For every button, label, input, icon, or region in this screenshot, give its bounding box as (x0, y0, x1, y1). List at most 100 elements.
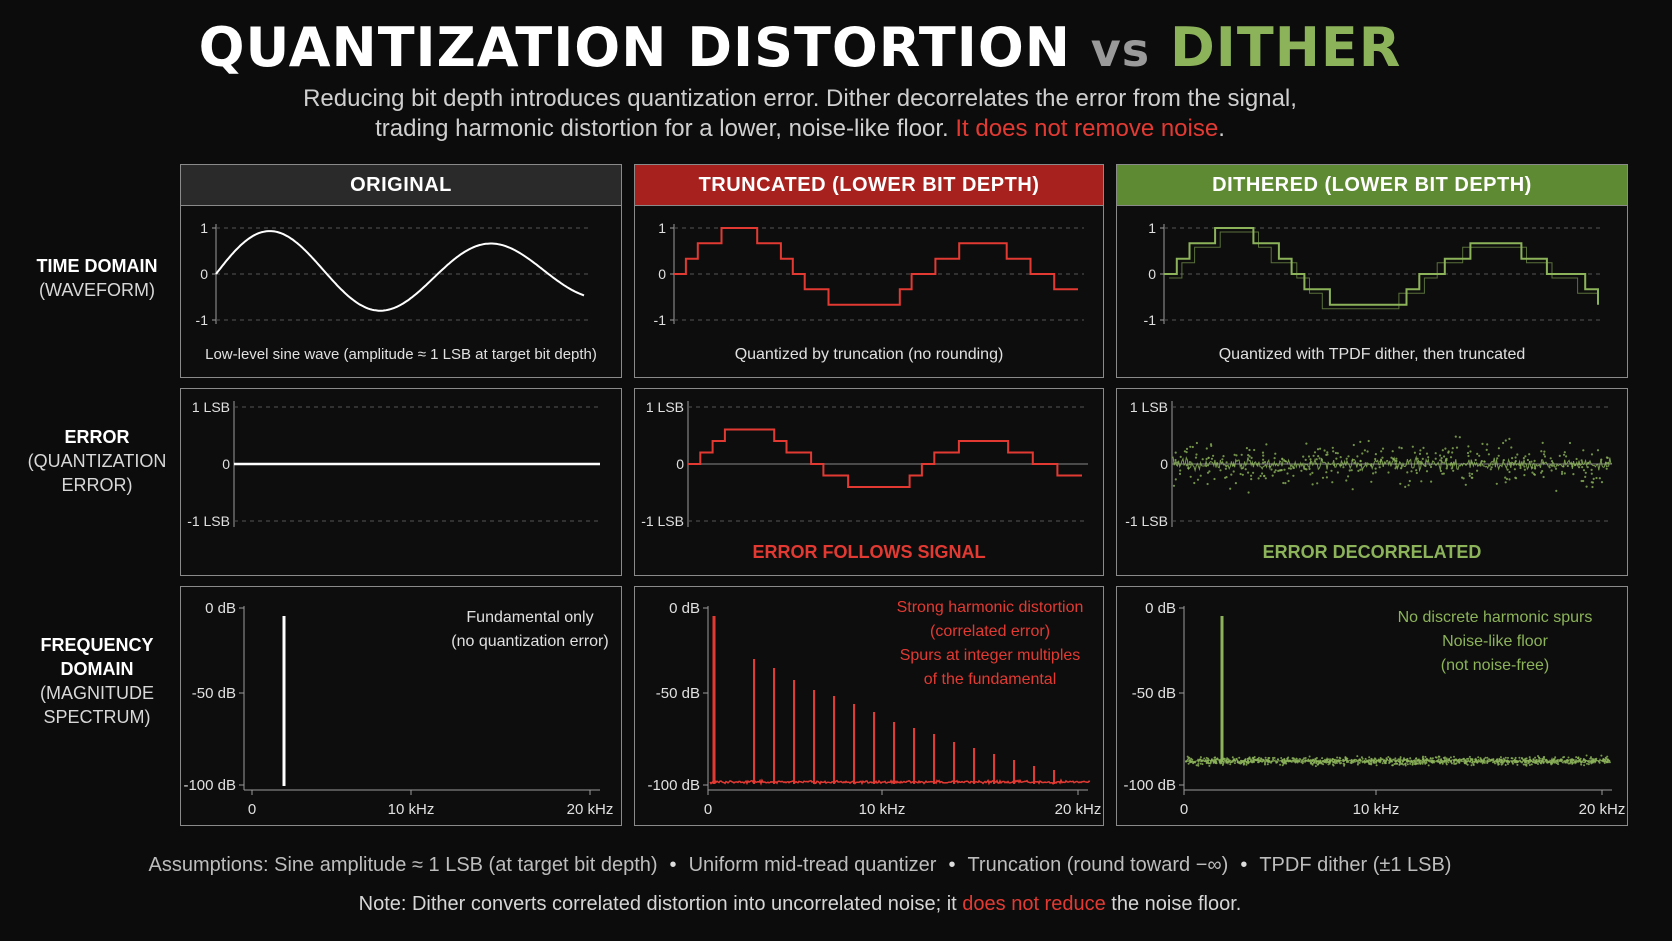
noise-point (1534, 756, 1537, 759)
noise-point (1467, 757, 1470, 760)
noise-point (1232, 464, 1235, 467)
noise-point (1541, 441, 1544, 444)
noise-point (1499, 756, 1502, 759)
noise-point (1590, 453, 1594, 456)
panel-frequency-dithered (1116, 586, 1628, 826)
noise-point (1424, 755, 1427, 758)
noise-point (1555, 489, 1558, 492)
noise-point (1332, 764, 1335, 767)
noise-point (1189, 445, 1192, 448)
noise-point (1241, 473, 1244, 476)
x-tick-label: 0 (704, 801, 712, 818)
noise-point (1188, 463, 1191, 466)
noise-point (1587, 461, 1590, 464)
noise-point (1342, 758, 1345, 761)
noise-point (1380, 458, 1383, 461)
y-tick-label: 0 (200, 266, 208, 282)
noise-point (1441, 449, 1444, 452)
noise-point (1505, 477, 1508, 481)
noise-point (1554, 756, 1557, 759)
noise-point (1450, 762, 1453, 765)
noise-point (1361, 452, 1364, 455)
noise-point (1361, 757, 1364, 760)
noise-point (1429, 465, 1433, 469)
panel-error-truncated (634, 388, 1104, 576)
noise-point (1578, 466, 1581, 469)
noise-point (1584, 471, 1587, 474)
noise-point (1210, 444, 1213, 447)
noise-point (1185, 451, 1188, 454)
y-tick-label: -50 dB (656, 685, 700, 702)
noise-point (1273, 457, 1276, 460)
noise-point (1434, 452, 1437, 455)
noise-point (1187, 467, 1190, 470)
noise-point (1206, 482, 1209, 486)
noise-point (1286, 757, 1289, 760)
noise-point (1352, 443, 1355, 447)
noise-point (1206, 471, 1210, 474)
noise-point (1303, 757, 1306, 760)
noise-point (1502, 441, 1505, 445)
x-tick-label: 20 kHz (1055, 801, 1102, 818)
x-tick-label: 0 (248, 801, 256, 818)
noise-point (1370, 480, 1373, 483)
noise-point (1514, 456, 1517, 459)
noise-point (1317, 455, 1320, 458)
noise-point (1416, 457, 1419, 460)
noise-point (1264, 756, 1267, 759)
y-tick-label: -100 dB (647, 777, 700, 794)
row-label-time: TIME DOMAIN (WAVEFORM) (36, 256, 158, 300)
error-plot-truncated: 1 LSB 0 -1 LSB (641, 399, 1088, 529)
noise-point (1394, 467, 1397, 470)
noise-point (1540, 471, 1543, 474)
noise-point (1444, 447, 1447, 450)
noise-point (1347, 455, 1350, 458)
noise-point (1321, 757, 1324, 760)
x-tick-label: 10 kHz (1353, 801, 1400, 818)
noise-point (1409, 762, 1412, 765)
noise-point (1509, 462, 1512, 465)
noise-point (1374, 471, 1377, 474)
noise-point (1485, 448, 1488, 451)
noise-point (1374, 467, 1377, 470)
noise-point (1261, 472, 1264, 475)
noise-point (1533, 459, 1536, 462)
noise-point (1351, 488, 1354, 491)
noise-point (1345, 479, 1348, 482)
noise-point (1274, 469, 1277, 472)
noise-point (1513, 468, 1516, 471)
noise-point (1287, 479, 1290, 483)
noise-point (1304, 458, 1307, 461)
noise-point (1587, 763, 1590, 766)
noise-point (1247, 491, 1250, 494)
noise-point (1287, 467, 1291, 470)
noise-point (1375, 761, 1377, 764)
noise-point (1233, 762, 1236, 765)
noise-point (1333, 758, 1336, 761)
noise-point (1273, 471, 1276, 474)
noise-point (1422, 446, 1425, 449)
noise-point (1508, 470, 1511, 474)
noise-point (1551, 464, 1554, 467)
noise-point (1418, 460, 1422, 463)
noise-point (1186, 755, 1189, 758)
noise-point (1463, 759, 1466, 762)
noise-point (1381, 762, 1384, 765)
noise-point (1404, 762, 1407, 765)
noise-point (1516, 763, 1519, 766)
noise-point (1304, 467, 1307, 471)
noise-point (1441, 762, 1444, 765)
row-label-error: ERROR (QUANTIZATION ERROR) (27, 427, 167, 495)
noise-point (1264, 477, 1267, 480)
noise-point (1392, 458, 1395, 461)
noise-point (1600, 754, 1603, 757)
noise-point (1543, 455, 1547, 458)
noise-point (1320, 458, 1323, 461)
noise-point (1197, 763, 1200, 765)
noise-point (1427, 456, 1430, 459)
noise-point (1325, 476, 1328, 479)
y-tick-label: -50 dB (1132, 685, 1176, 702)
noise-point (1537, 763, 1539, 765)
noise-point (1582, 479, 1585, 483)
noise-point (1387, 756, 1390, 758)
